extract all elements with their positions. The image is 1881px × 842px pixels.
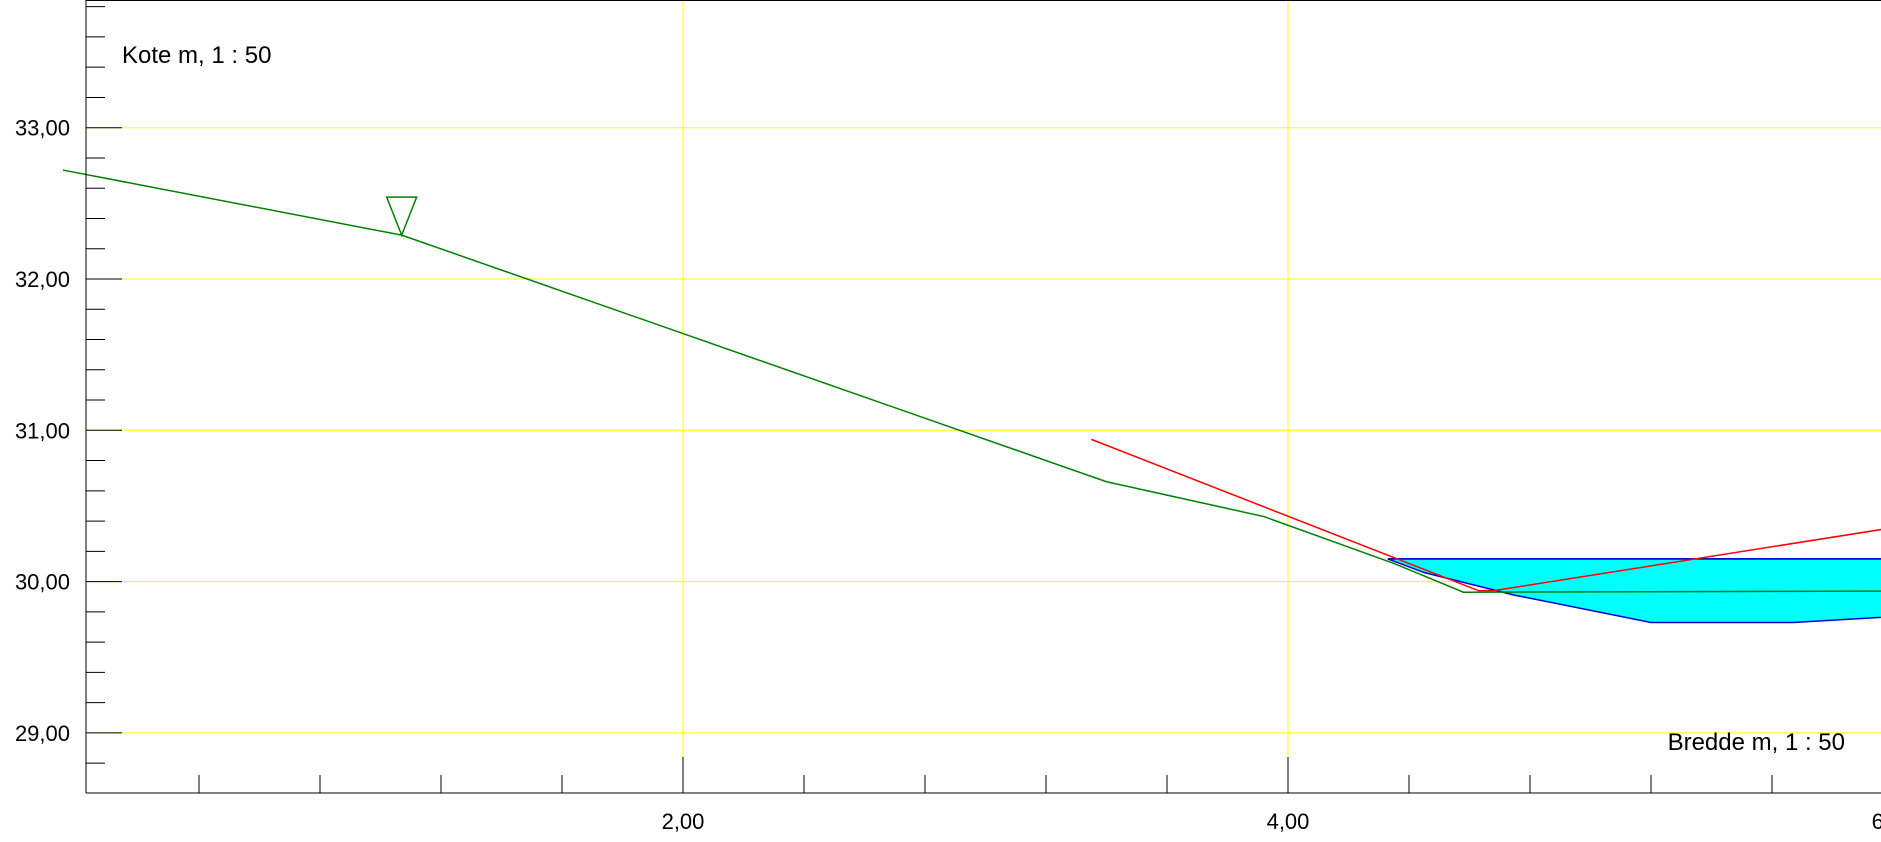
y-tick-label: 33,00 [15,116,70,141]
water-section-fill [1387,558,1881,624]
x-axis-title: Bredde m, 1 : 50 [1668,729,1845,756]
y-tick-label: 29,00 [15,721,70,746]
x-tick-label: 2,00 [662,809,705,834]
y-axis-title: Kote m, 1 : 50 [122,42,271,69]
terrain-profile-line [62,169,1881,593]
design-profile-line [1091,438,1881,592]
axes [85,0,1881,794]
y-tick-label: 30,00 [15,570,70,595]
y-tick-label: 31,00 [15,418,70,443]
reference-triangle-marker [385,196,418,238]
grid-lines [86,0,1881,793]
series-layer [62,169,1881,624]
x-tick-label: 6,00 [1872,809,1881,834]
x-tick-label: 4,00 [1267,809,1310,834]
y-tick-label: 32,00 [15,267,70,292]
tick-labels: 29,0030,0031,0032,0033,002,004,006,008,0… [15,116,1881,834]
